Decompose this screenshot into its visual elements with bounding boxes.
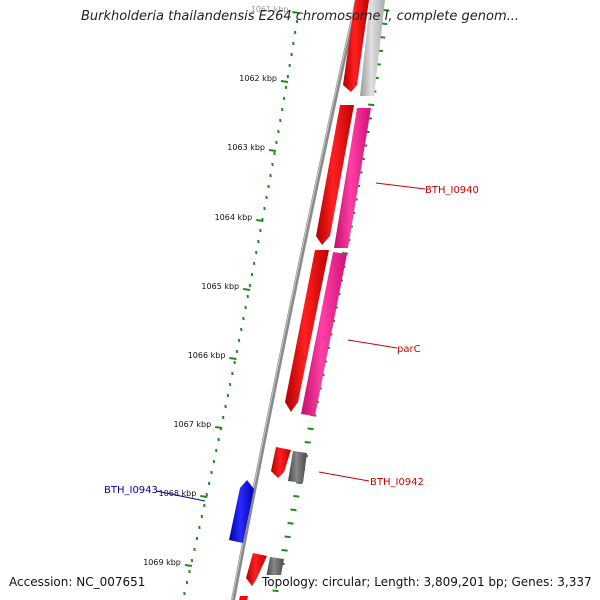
gene-label-bth-i0943[interactable]: BTH_I0943 [104,485,158,496]
scale-tick-label: 1067 kbp [173,420,211,429]
gene-block-red-bth-i0939 [316,105,354,245]
topology-label: Topology: circular; Length: 3,809,201 bp… [260,575,594,589]
scale-tick-label: 1065 kbp [201,282,239,291]
gene-block-pink-bth-i0940 [334,108,371,248]
accession-label: Accession: NC_007651 [7,575,148,589]
scale-tick-label: 1062 kbp [239,74,277,83]
tick-mark [293,495,300,498]
scale-tick-label: 1061 kbp [251,5,289,14]
gene-block-red-small [271,447,291,478]
scale-tick-label: 1066 kbp [188,351,226,360]
backbone-track [231,0,359,600]
major-tick-mark [242,288,251,291]
gene-label-parc[interactable]: parC [397,344,421,355]
tick-mark [284,535,291,539]
gene-block-blue-bth-i0943 [229,480,254,543]
major-tick-mark [229,357,237,360]
gene-block-pink-parc [301,252,347,416]
gene-label-bth-i0940[interactable]: BTH_I0940 [425,185,479,196]
tick-mark [290,508,297,512]
tick-mark [281,549,288,552]
major-tick-mark [280,80,289,83]
gene-block-red-top [343,0,369,92]
tick-mark [304,441,311,444]
tick-mark [272,589,279,593]
tick-ring-group [183,9,390,596]
tick-mark [287,522,294,525]
tick-mark [341,252,349,255]
callout-line-bth-i0940 [375,182,426,190]
map-title: Burkholderia thailandensis E264 chromoso… [80,9,520,24]
gene-label-bth-i0942[interactable]: BTH_I0942 [370,477,424,488]
gene-block-red-bottom [246,553,267,586]
gene-block-grey-bth-i0942 [288,451,307,483]
tick-mark [383,9,390,12]
gene-block-grey-bottom [266,557,284,580]
callout-line-bth-i0943 [155,490,206,502]
major-tick-mark [256,219,264,222]
major-tick-mark [215,426,223,429]
callout-line-bth-i0942 [318,471,370,482]
tick-mark [296,481,303,485]
major-tick-mark [292,11,300,14]
major-tick-mark [200,495,208,498]
scale-tick-label: 1068 kbp [159,489,197,498]
tick-mark [368,103,375,107]
gene-block-red-edge [239,596,248,600]
scale-tick-label: 1069 kbp [143,558,181,567]
tick-mark [307,427,314,431]
tick-mark [381,22,388,26]
scale-tick-label: 1064 kbp [215,213,253,222]
callout-line-parc [347,339,398,349]
gene-block-red-bth-i0940 [285,250,329,412]
gene-block-light-top [360,0,385,96]
major-tick-mark [268,149,277,152]
major-tick-mark [184,564,193,567]
scale-tick-label: 1063 kbp [227,143,265,152]
